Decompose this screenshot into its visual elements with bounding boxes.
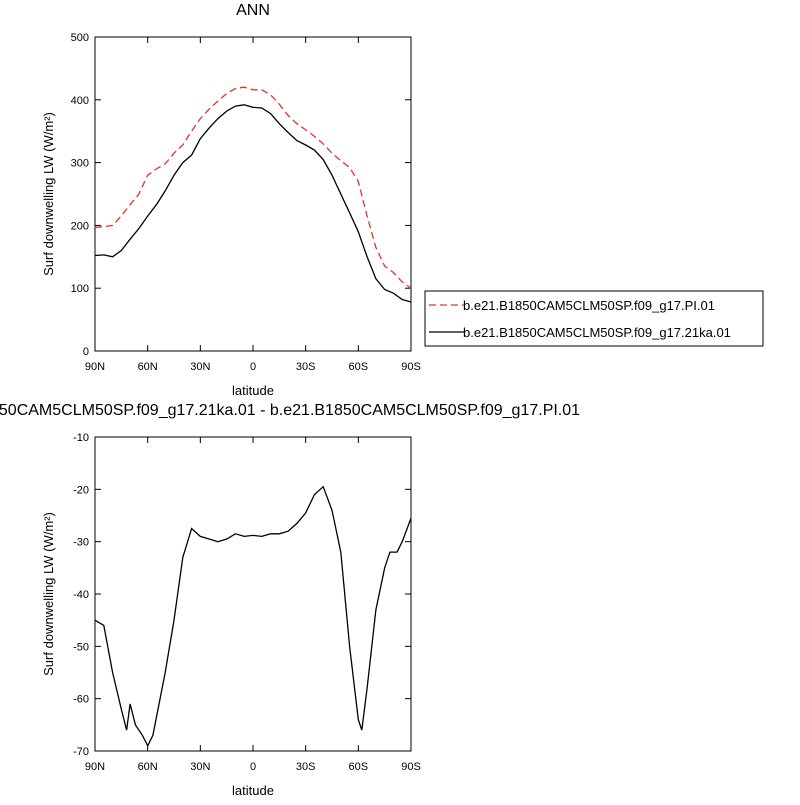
y-tick-label: 200 bbox=[71, 220, 89, 232]
legend-label: b.e21.B1850CAM5CLM50SP.f09_g17.21ka.01 bbox=[463, 325, 731, 340]
chart-title: b.e21.B1850CAM5CLM50SP.f09_g17.21ka.01 -… bbox=[0, 402, 580, 419]
y-axis-label: Surf downwelling LW (W/m²) bbox=[41, 512, 56, 676]
y-tick-label: 100 bbox=[71, 283, 89, 295]
x-tick-label: 90S bbox=[401, 761, 421, 773]
y-tick-label: 300 bbox=[71, 158, 89, 170]
chart-title: ANN bbox=[236, 2, 270, 19]
legend-label: b.e21.B1850CAM5CLM50SP.f09_g17.PI.01 bbox=[463, 298, 715, 313]
y-tick-label: -10 bbox=[73, 432, 89, 444]
plot-frame bbox=[94, 36, 412, 352]
y-tick-label: -70 bbox=[73, 746, 89, 758]
x-tick-label: 90N bbox=[85, 361, 105, 373]
x-tick-label: 0 bbox=[250, 361, 256, 373]
series-line bbox=[94, 485, 412, 748]
x-tick-label: 60S bbox=[349, 761, 369, 773]
x-tick-label: 90S bbox=[401, 361, 421, 373]
x-tick-label: 30N bbox=[190, 361, 210, 373]
plot-frame bbox=[94, 436, 412, 752]
x-tick-label: 60S bbox=[349, 361, 369, 373]
y-axis-label: Surf downwelling LW (W/m²) bbox=[41, 112, 56, 276]
y-tick-label: 0 bbox=[83, 346, 89, 358]
y-tick-label: 400 bbox=[71, 95, 89, 107]
x-axis-label: latitude bbox=[232, 783, 274, 798]
series-line bbox=[94, 104, 412, 303]
legend-box bbox=[424, 290, 764, 347]
x-tick-label: 30N bbox=[190, 761, 210, 773]
series-line bbox=[94, 86, 412, 289]
y-tick-label: -50 bbox=[73, 641, 89, 653]
x-tick-label: 30S bbox=[296, 361, 316, 373]
y-tick-label: -30 bbox=[73, 537, 89, 549]
x-tick-label: 30S bbox=[296, 761, 316, 773]
y-tick-label: -20 bbox=[73, 484, 89, 496]
y-tick-label: 500 bbox=[71, 32, 89, 44]
x-tick-label: 60N bbox=[138, 361, 158, 373]
y-tick-label: -40 bbox=[73, 589, 89, 601]
x-axis-label: latitude bbox=[232, 383, 274, 398]
x-tick-label: 0 bbox=[250, 761, 256, 773]
x-tick-label: 60N bbox=[138, 761, 158, 773]
y-tick-label: -60 bbox=[73, 694, 89, 706]
x-tick-label: 90N bbox=[85, 761, 105, 773]
